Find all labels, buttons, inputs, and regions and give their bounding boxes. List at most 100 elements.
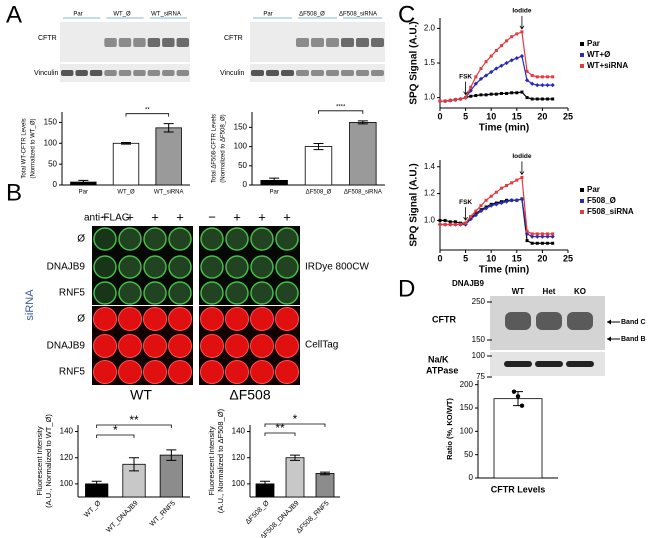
sign: + [233,209,241,224]
data-point [525,96,529,100]
well [143,307,167,331]
sig-bracket [96,434,135,438]
row-label: CFTR [38,35,57,42]
y-tick-label: 140 [60,427,74,436]
data-point [448,222,452,226]
lane-label: Par [263,12,272,18]
well [143,227,167,251]
blot-band [356,38,369,47]
well [143,334,167,358]
x-tick-label: WT_Ø [117,190,135,196]
sig-bracket [318,110,364,114]
well [93,227,117,251]
row-label: Vinculin [220,70,244,77]
annotation-arrow [519,161,525,176]
lane-label: WT [512,287,525,296]
row-label: CFTR [224,35,243,42]
blot-band [536,312,562,330]
well [200,334,224,358]
data-point [535,241,539,245]
y-tick-label: 2.0 [424,23,436,32]
data-point [546,75,550,79]
data-point [499,200,504,206]
well [275,360,299,384]
data-point [469,85,473,89]
blot-band [266,70,279,76]
well [200,255,224,279]
bar [285,457,305,498]
data-point [483,206,489,211]
panel-label: C [398,1,415,28]
well [93,281,117,305]
annotation: FSK [459,73,472,80]
blot-band [176,38,189,47]
data-point [520,90,524,94]
y-tick-label: 150 [234,122,248,131]
data-point [530,73,534,77]
lane-label: KO [574,287,586,296]
sign: + [283,209,291,224]
mw-label: 100 [472,351,486,360]
well [93,255,117,279]
legend-marker [580,53,584,57]
legend-label: WT+siRNA [587,61,628,70]
well [168,227,192,251]
bar [112,142,140,186]
data-point [551,241,555,245]
lane-label: ΔF508_siRNA [339,12,377,18]
annotation-arrow [463,207,468,221]
row-label: DNAJB9 [47,341,86,352]
y-axis-label: SPQ Signal (A.U.) [409,163,420,246]
well [93,307,117,331]
y-tick-label: 120 [232,453,246,462]
y-tick-label: 100 [232,479,246,488]
data-point [540,232,544,236]
data-point [489,194,493,198]
well [250,307,274,331]
data-point [535,97,539,101]
data-point [509,198,514,203]
x-tick-label: CFTR Levels [491,484,546,494]
x-tick-label: 20 [537,253,547,263]
blot-band [341,38,354,47]
data-point [514,56,519,61]
well [93,334,117,358]
blot-band [118,38,132,47]
error-bar [166,449,177,461]
data-point [494,190,498,194]
data-point [524,231,530,237]
data-point [510,91,514,95]
data-point [535,75,539,79]
panel-label: A [6,1,22,28]
data-point [525,239,529,243]
data-point [494,92,498,96]
y-tick-label: 100 [60,479,74,488]
row-label: Ø [77,314,85,325]
data-point [473,212,478,218]
legend-label: Par [587,39,600,48]
annotation: FSK [459,199,472,206]
error-bar [163,123,174,133]
sig-label: * [293,412,298,426]
well [275,307,299,331]
error-bar [78,179,89,185]
row-label: Na/K [428,354,449,364]
x-tick-label: WT_DNAJB9 [105,500,139,534]
well [250,334,274,358]
band-label: Band C [621,319,646,326]
data-point [478,208,484,214]
well [168,255,192,279]
data-point [438,99,442,103]
x-tick-label: 20 [537,111,547,121]
data-point [505,39,509,43]
data-point [540,234,545,239]
well [225,307,249,331]
mw-label: 75 [476,372,485,381]
y-axis-label: Total ΔF508-CFTR Levels [212,114,218,183]
blot-band [118,70,132,76]
error-bar [313,143,324,151]
y-axis-label: Total WT-CFTR Levels [22,118,28,178]
data-point [443,222,447,226]
plate-label: ΔF508 [229,387,270,403]
